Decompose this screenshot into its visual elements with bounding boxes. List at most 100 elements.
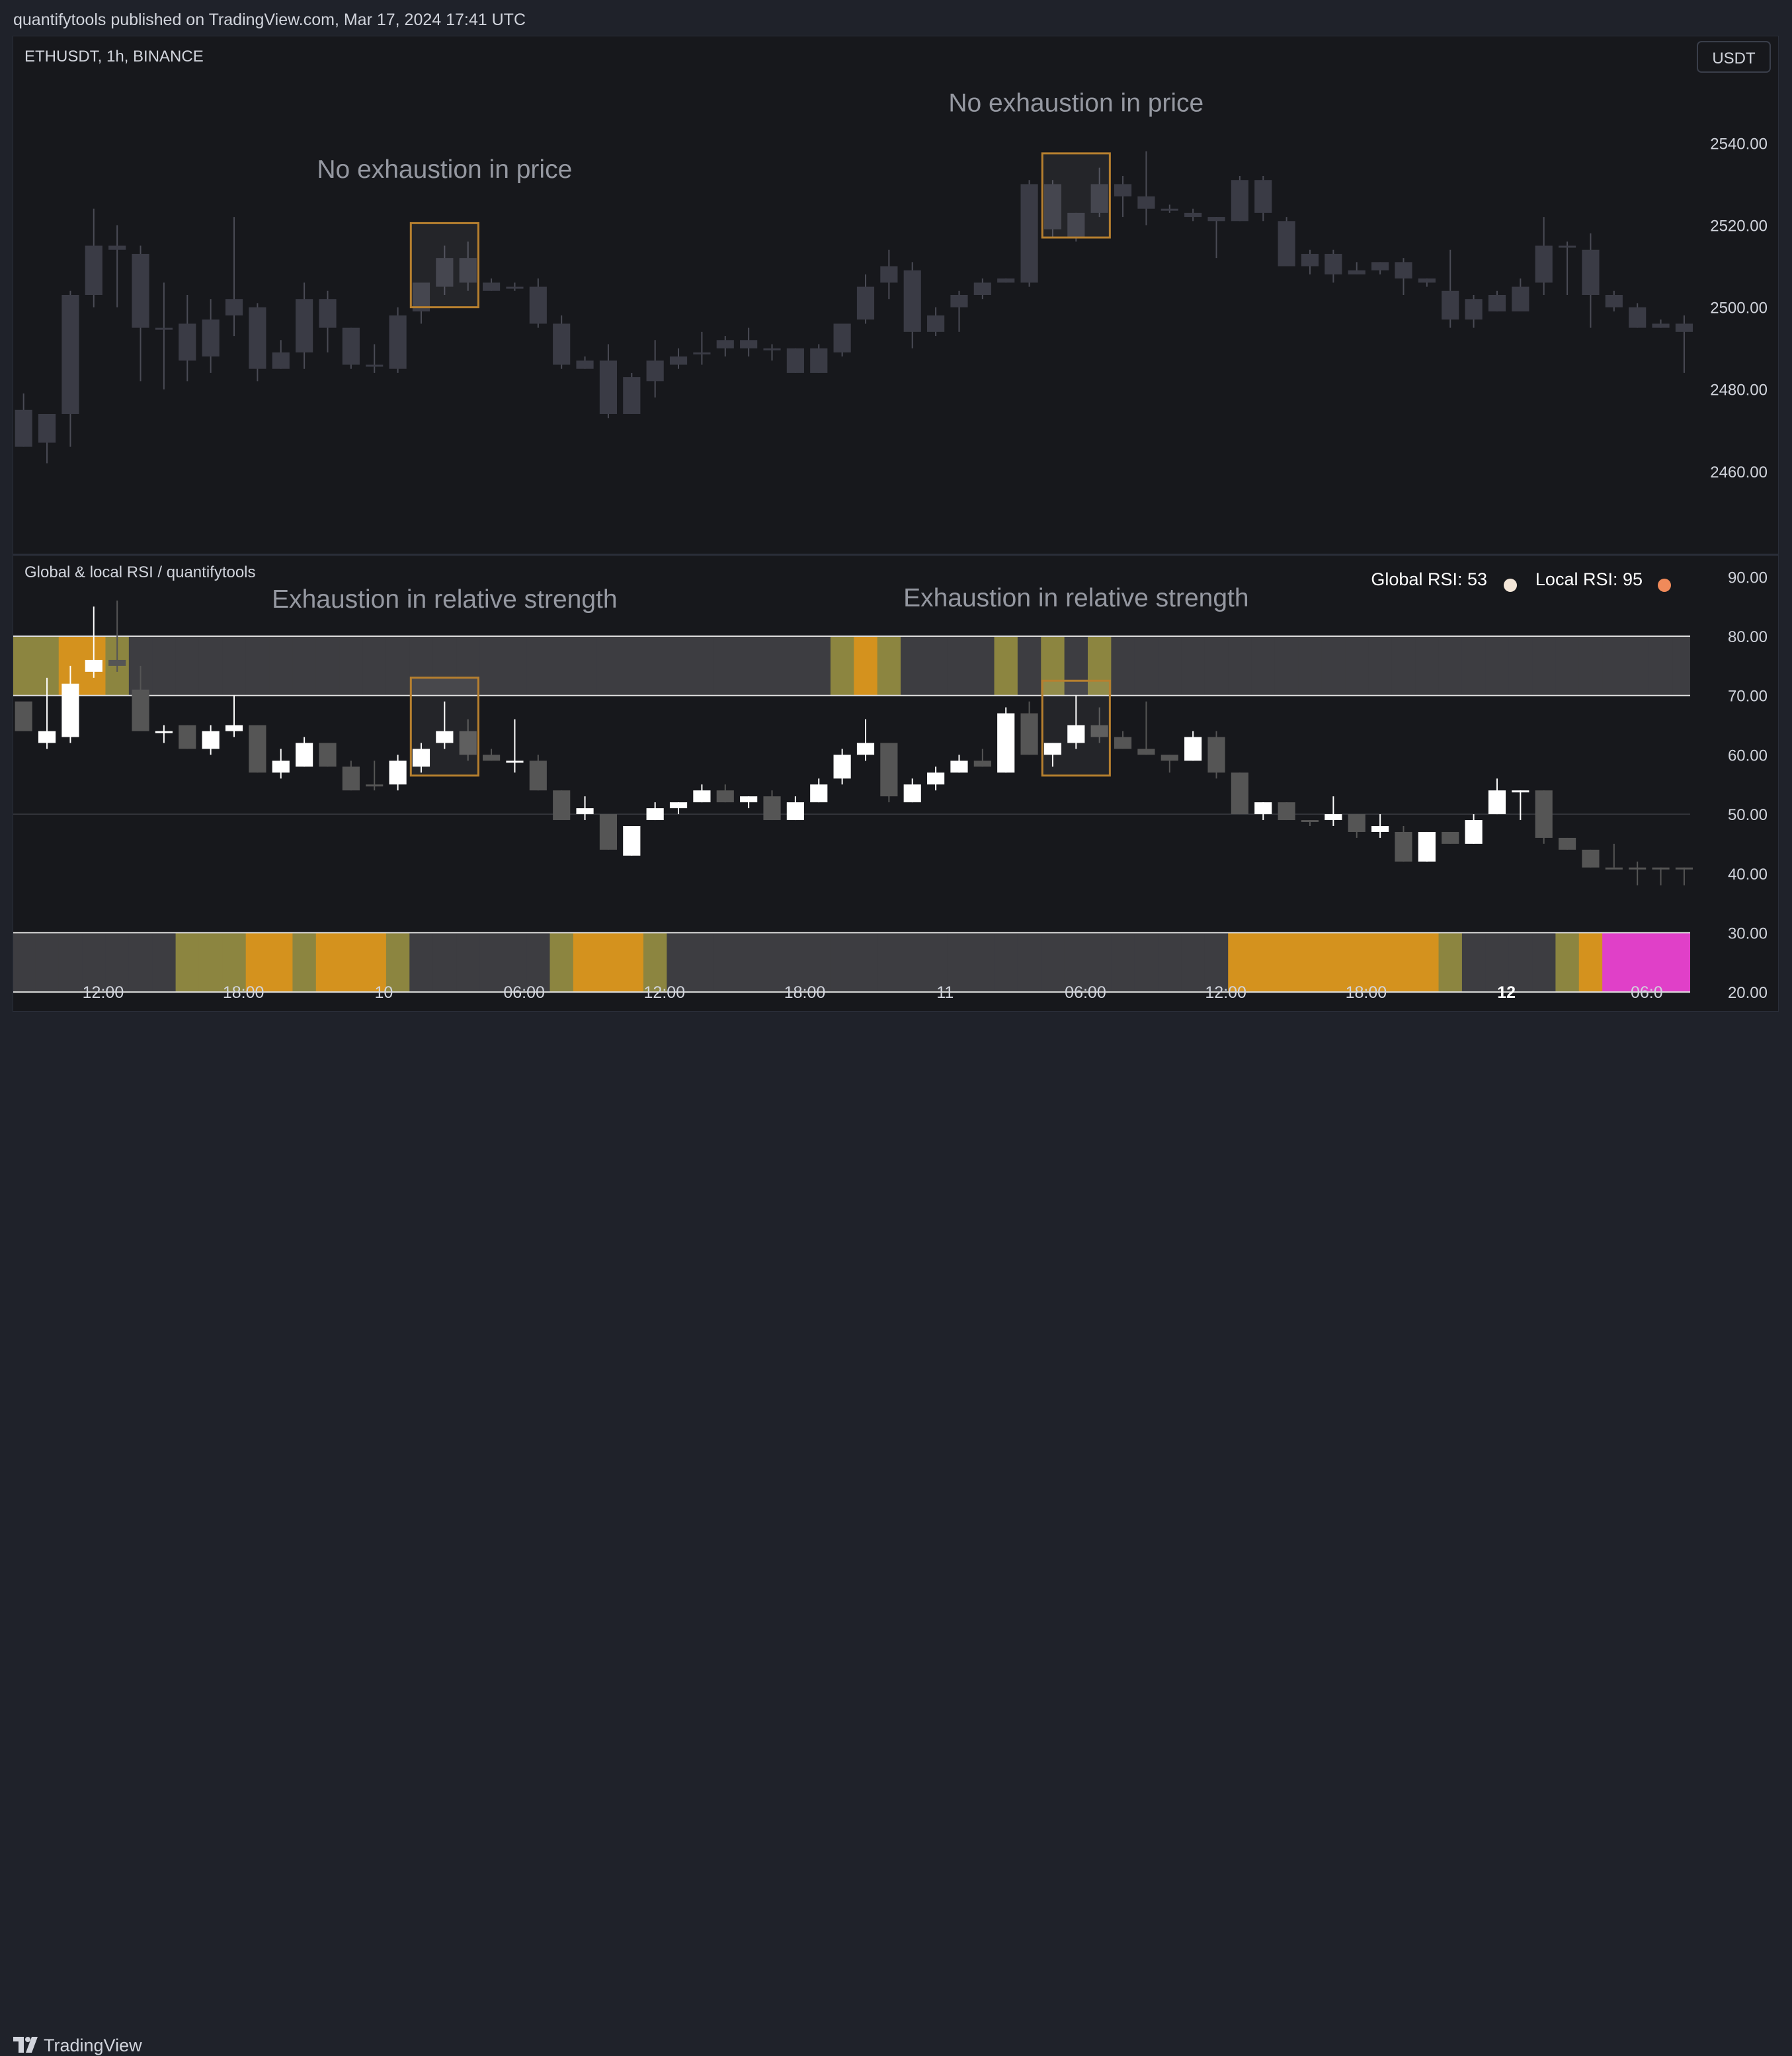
- chart-svg[interactable]: No exhaustion in price No exhaustion in p…: [13, 36, 1778, 1011]
- overbought-band-segment: [667, 636, 691, 696]
- overbought-band-segment: [877, 636, 901, 696]
- rsi-candle: [319, 743, 337, 767]
- price-candle-body: [296, 299, 313, 352]
- price-candle-body: [85, 245, 102, 295]
- price-annotation-box: [1041, 152, 1111, 239]
- time-axis-tick: 18:00: [784, 983, 826, 1002]
- price-candle: [693, 331, 711, 365]
- price-candle: [1558, 241, 1576, 295]
- rsi-candle: [132, 665, 149, 731]
- rsi-candle: [225, 695, 243, 737]
- price-candle-body: [833, 323, 851, 352]
- price-candle-body: [1535, 245, 1553, 283]
- rsi-candle-body: [997, 713, 1015, 773]
- rsi-candle-body: [319, 743, 337, 767]
- price-candle: [1207, 217, 1225, 259]
- rsi-candle: [1442, 831, 1459, 844]
- price-candle-body: [1301, 253, 1319, 267]
- overbought-band-segment: [1041, 636, 1065, 696]
- overbought-band-segment: [1321, 636, 1346, 696]
- rsi-candle-body: [1161, 755, 1178, 761]
- overbought-band-segment: [690, 636, 714, 696]
- price-candle: [1254, 176, 1272, 222]
- overbought-band-segment: [362, 636, 387, 696]
- overbought-band-segment: [269, 636, 294, 696]
- oversold-band-segment: [386, 932, 410, 993]
- overbought-band-segment: [1368, 636, 1393, 696]
- price-candle: [856, 274, 875, 324]
- rsi-annotation-label: Exhaustion in relative strength: [903, 584, 1248, 612]
- oversold-band-segment: [901, 932, 925, 993]
- price-candle-body: [1582, 249, 1600, 295]
- rsi-pane[interactable]: Exhaustion in relative strength Exhaustio…: [13, 584, 1693, 993]
- price-candle-body: [249, 307, 266, 369]
- rsi-candle-body: [856, 743, 875, 755]
- rsi-candle: [1020, 701, 1038, 755]
- oversold-band-segment: [409, 932, 434, 993]
- rsi-candle: [1231, 772, 1248, 815]
- price-candle: [623, 372, 641, 414]
- price-candle: [155, 282, 173, 390]
- currency-button[interactable]: USDT: [1697, 41, 1771, 73]
- price-candle-body: [1231, 180, 1248, 222]
- overbought-band-segment: [643, 636, 667, 696]
- rsi-candle-body: [786, 802, 804, 821]
- price-candle-body: [740, 340, 758, 349]
- price-candle: [973, 278, 991, 300]
- price-candle: [1535, 217, 1553, 295]
- price-candle: [716, 336, 734, 357]
- rsi-candle: [85, 606, 102, 678]
- oversold-band-segment: [315, 932, 340, 993]
- oversold-band-segment: [924, 932, 948, 993]
- price-axis-tick: 2480.00: [1710, 382, 1768, 399]
- rsi-candle-body: [366, 784, 384, 787]
- price-candle-body: [903, 270, 921, 332]
- chart-frame[interactable]: No exhaustion in price No exhaustion in p…: [13, 36, 1779, 1012]
- rsi-candle-body: [810, 784, 828, 803]
- price-axis-tick: 2500.00: [1710, 300, 1768, 317]
- overbought-band-segment: [807, 636, 831, 696]
- rsi-candle: [1161, 755, 1178, 773]
- rsi-candle: [880, 743, 898, 803]
- price-candle: [1605, 290, 1623, 311]
- rsi-candle: [1114, 731, 1132, 749]
- rsi-candle: [693, 784, 711, 803]
- oversold-band-segment: [877, 932, 901, 993]
- rsi-axis-tick: 50.00: [1728, 806, 1768, 824]
- overbought-band-segment: [1508, 636, 1533, 696]
- price-candle: [179, 295, 196, 382]
- oversold-band-segment: [292, 932, 317, 993]
- overbought-band-segment: [292, 636, 317, 696]
- price-axis-tick: 2520.00: [1710, 217, 1768, 235]
- rsi-candle: [366, 761, 384, 791]
- price-candle: [1652, 319, 1670, 328]
- rsi-candle-body: [1278, 802, 1295, 821]
- rsi-candle-body: [1675, 867, 1693, 870]
- price-candle-body: [1629, 307, 1647, 328]
- rsi-candle: [179, 725, 196, 749]
- rsi-candle: [833, 749, 851, 785]
- oversold-band-segment: [1181, 932, 1205, 993]
- rsi-candle-body: [1558, 837, 1576, 850]
- rsi-candle-body: [599, 814, 618, 850]
- price-candle-body: [1207, 217, 1225, 222]
- rsi-candle: [716, 784, 734, 803]
- price-pane-title: ETHUSDT, 1h, BINANCE: [24, 48, 204, 65]
- price-candle-body: [459, 258, 477, 283]
- price-candle-body: [1137, 196, 1155, 209]
- rsi-candle-body: [1442, 831, 1459, 844]
- price-candle-body: [1371, 262, 1389, 270]
- overbought-band-segment: [830, 636, 854, 696]
- rsi-candle: [1512, 790, 1529, 821]
- header-bar: quantifytools published on TradingView.c…: [0, 0, 1792, 36]
- rsi-candle: [646, 802, 664, 821]
- rsi-candle: [1605, 843, 1623, 870]
- price-candle: [296, 282, 313, 369]
- oversold-band-segment: [432, 932, 457, 993]
- overbought-band-segment: [1555, 636, 1580, 696]
- rsi-candle-body: [553, 790, 571, 821]
- overbought-band-segment: [1461, 636, 1486, 696]
- price-pane[interactable]: No exhaustion in price No exhaustion in p…: [15, 89, 1693, 464]
- oversold-band-segment: [1345, 932, 1369, 993]
- rsi-candle-body: [132, 689, 149, 731]
